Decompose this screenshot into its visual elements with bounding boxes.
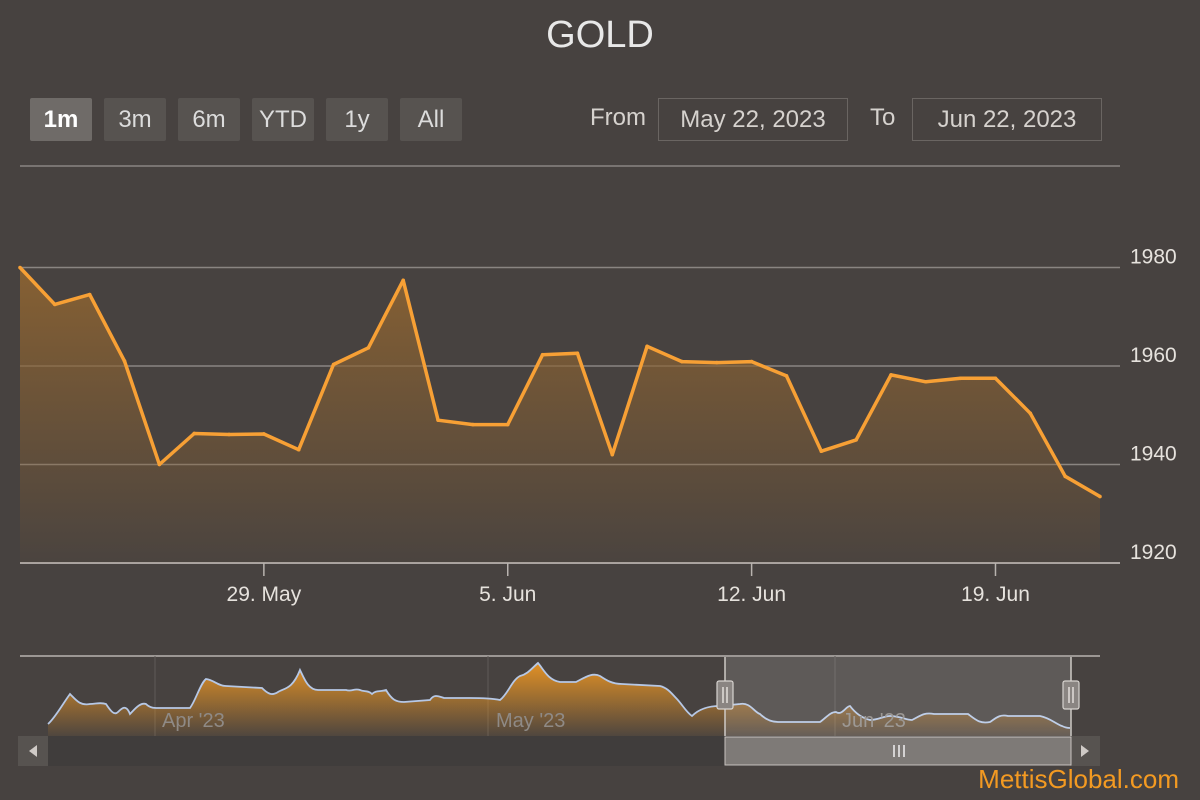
data-point (227, 432, 231, 437)
x-tick-label: 29. May (227, 583, 302, 606)
data-point (1028, 411, 1033, 416)
data-point (958, 376, 963, 381)
navigator-area (48, 663, 1070, 736)
data-point (157, 462, 162, 467)
range-button-6m[interactable]: 6m (178, 98, 240, 141)
navigator-label-may: May '23 (496, 710, 565, 732)
range-button-ytd[interactable]: YTD (252, 98, 314, 141)
data-point (889, 373, 893, 377)
data-point (924, 379, 928, 384)
series-points (18, 265, 1102, 499)
data-point (645, 344, 649, 349)
data-point (993, 376, 998, 381)
data-point (296, 447, 301, 452)
data-point (1098, 494, 1102, 499)
data-point (366, 345, 371, 350)
chart-title: GOLD (546, 14, 654, 56)
x-axis-ticks (263, 563, 997, 576)
x-tick-label: 19. Jun (961, 583, 1030, 606)
data-point (575, 351, 580, 355)
data-point (436, 418, 440, 422)
data-point (784, 374, 789, 378)
chevron-right-icon (1081, 745, 1089, 757)
data-point (540, 352, 545, 357)
y-tick-label: 1920 (1130, 541, 1177, 564)
range-button-3m[interactable]: 3m (104, 98, 166, 141)
data-point (854, 438, 858, 442)
data-point (192, 431, 196, 436)
data-point (331, 362, 336, 367)
data-point (819, 449, 824, 454)
range-button-1y[interactable]: 1y (326, 98, 388, 141)
navigator-handle-right[interactable] (1062, 680, 1080, 710)
range-button-1m[interactable]: 1m (30, 98, 92, 141)
x-tick-label: 5. Jun (479, 583, 536, 606)
y-tick-label: 1940 (1130, 443, 1177, 466)
data-point (262, 432, 266, 436)
data-point (471, 422, 475, 427)
data-point (53, 302, 57, 307)
from-date-input[interactable]: May 22, 2023 (658, 98, 848, 141)
x-tick-label: 12. Jun (717, 583, 786, 606)
y-tick-label: 1960 (1130, 344, 1177, 367)
y-tick-label: 1980 (1130, 246, 1177, 269)
data-point (749, 359, 754, 364)
navigator-mask-selected[interactable] (725, 657, 1071, 736)
navigator-line (47, 661, 1071, 729)
from-label: From (590, 104, 646, 131)
data-point (18, 265, 22, 270)
brand-watermark: MettisGlobal.com (978, 764, 1179, 794)
series-line (18, 266, 1101, 499)
x-axis-labels: 29. May 5. Jun 12. Jun 19. Jun (227, 583, 1030, 606)
chevron-left-icon (29, 745, 37, 757)
data-point (87, 292, 92, 297)
to-label: To (870, 104, 896, 131)
data-point (505, 422, 510, 427)
data-point (680, 359, 684, 364)
data-point (610, 452, 615, 457)
range-button-all[interactable]: All (400, 98, 462, 141)
to-date-input[interactable]: Jun 22, 2023 (912, 98, 1102, 141)
grip-icon (893, 745, 905, 757)
scrollbar-thumb[interactable] (724, 736, 1072, 766)
navigator-handle-left[interactable] (716, 680, 734, 710)
data-point (401, 278, 406, 283)
data-point (122, 359, 127, 363)
data-point (714, 360, 719, 365)
data-point (1063, 474, 1067, 479)
y-axis-labels: 1920 1940 1960 1980 (1130, 246, 1177, 565)
navigator-label-jun: Jun '23 (842, 710, 906, 732)
navigator-label-apr: Apr '23 (162, 710, 225, 732)
series-area (20, 267, 1100, 563)
